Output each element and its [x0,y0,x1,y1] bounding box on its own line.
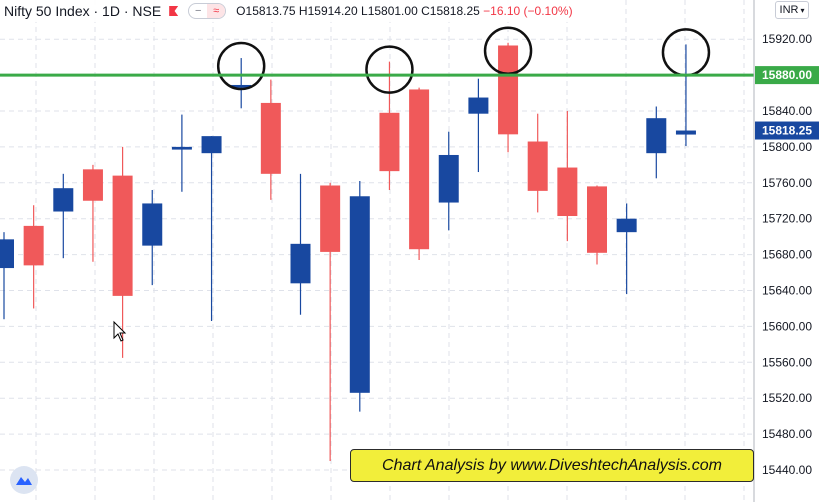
price-tick-label: 15520.00 [762,391,812,405]
candle[interactable] [675,44,696,147]
candle-body [142,203,163,246]
high-value: 15914.20 [307,4,358,18]
candle-body [53,188,74,212]
candle[interactable] [112,146,133,358]
low-value: 15801.00 [367,4,418,18]
candle-body [675,130,696,135]
candle[interactable] [557,111,578,242]
price-tick-label: 15440.00 [762,463,812,477]
chevron-down-icon: ▾ [800,5,805,15]
change-value: −16.10 (−0.10%) [483,4,573,18]
candle[interactable] [320,182,341,462]
mouse-cursor [113,320,127,342]
candle[interactable] [616,203,637,295]
candle-body [498,45,519,135]
highlight-circle [216,41,266,91]
candle-body [260,102,281,174]
symbol-header: Nifty 50 Index · 1D · NSE − ≈ O15813.75 … [0,0,579,22]
price-tick-label: 15720.00 [762,212,812,226]
candle-body [527,141,548,191]
candle[interactable] [260,79,281,200]
candle-body [557,167,578,217]
candle-body [438,154,459,203]
analysis-watermark: Chart Analysis by www.DiveshtechAnalysis… [350,449,754,482]
candle[interactable] [0,232,14,320]
candle-body [112,175,133,296]
tradingview-logo-icon[interactable] [10,466,38,494]
price-tick-label: 15840.00 [762,104,812,118]
candle[interactable] [23,205,44,309]
open-value: 15813.75 [245,4,296,18]
candle[interactable] [171,114,192,192]
ohlc-readout: O15813.75 H15914.20 L15801.00 C15818.25 … [236,4,573,18]
candle-body [468,97,489,114]
candle[interactable] [290,173,311,315]
currency-selector[interactable]: INR ▾ [775,1,809,19]
wave-icon[interactable]: ≈ [207,4,226,18]
candle[interactable] [498,42,519,153]
highlight-circle [365,45,414,94]
candle[interactable] [231,58,252,109]
candle[interactable] [646,106,667,179]
candle[interactable] [82,164,103,262]
candle[interactable] [53,173,74,259]
candle[interactable] [527,113,548,213]
candle-body [290,243,311,284]
resistance-price-label: 15880.00 [762,68,812,82]
price-tick-label: 15600.00 [762,319,812,333]
candle[interactable] [349,181,370,412]
candle-body [587,186,607,253]
candle-body [320,185,341,252]
candle-body [409,89,430,250]
candle-body [646,118,667,154]
visibility-toggle[interactable]: − ≈ [188,3,227,19]
price-tick-label: 15640.00 [762,284,812,298]
candle-body [82,169,103,201]
symbol-title[interactable]: Nifty 50 Index · 1D · NSE [4,3,162,19]
candle-body [379,112,400,172]
price-axis-labels: 15880.00 15818.25 [755,66,819,140]
candle-body [171,146,192,150]
last-price-label: 15818.25 [762,124,812,138]
close-value: 15818.25 [429,4,480,18]
candle[interactable] [201,136,222,322]
price-axis: 15440.00 15480.00 15520.00 15560.00 15600.00… [762,32,812,477]
price-tick-label: 15680.00 [762,248,812,262]
price-tick-label: 15560.00 [762,355,812,369]
price-tick-label: 15480.00 [762,427,812,441]
candle[interactable] [587,185,607,265]
candle-body [23,225,44,266]
currency-label: INR [779,4,799,16]
candle-body [0,239,14,269]
candle[interactable] [379,61,400,190]
candle-body [231,84,252,88]
minus-icon[interactable]: − [194,5,202,17]
resistance-price-label-bg [755,66,819,85]
candle[interactable] [438,131,459,231]
candle[interactable] [468,78,489,173]
last-price-label-bg [755,121,819,140]
candle[interactable] [409,87,430,260]
highlight-circles [216,26,711,94]
candle[interactable] [142,189,163,286]
price-tick-label: 15920.00 [762,32,812,46]
candle-body [201,136,222,154]
flag-icon[interactable] [169,6,179,16]
price-tick-label: 15800.00 [762,140,812,154]
candle-body [349,196,370,393]
candle-body [616,218,637,233]
candles-layer [0,42,696,462]
price-tick-label: 15760.00 [762,176,812,190]
